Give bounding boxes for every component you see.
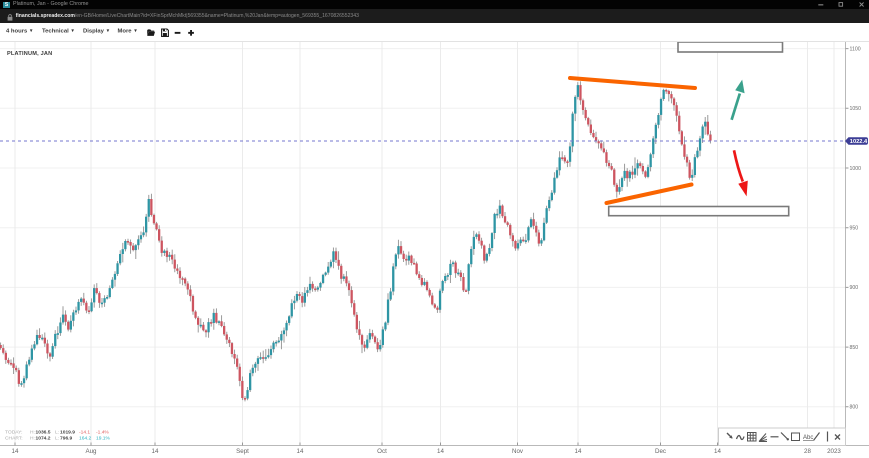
svg-text:14: 14 <box>297 448 304 455</box>
svg-text:800: 800 <box>850 405 859 411</box>
svg-text:Sept: Sept <box>236 448 249 455</box>
svg-text:1050: 1050 <box>850 106 862 112</box>
svg-text:L:: L: <box>55 436 59 442</box>
svg-text:1019.9: 1019.9 <box>60 430 75 436</box>
svg-text:1036.5: 1036.5 <box>36 430 51 436</box>
svg-text:1100: 1100 <box>850 46 861 52</box>
svg-text:Nov: Nov <box>512 448 524 455</box>
svg-text:Dec: Dec <box>655 448 666 455</box>
svg-text:Oct: Oct <box>377 448 387 455</box>
svg-text:-1.4%: -1.4% <box>96 430 109 436</box>
svg-text:1074.2: 1074.2 <box>36 436 51 442</box>
svg-text:1022.4: 1022.4 <box>850 139 868 145</box>
svg-text:Abc: Abc <box>803 435 813 441</box>
svg-text:14: 14 <box>575 448 582 455</box>
svg-text:H:: H: <box>30 436 35 442</box>
svg-text:TODAY:: TODAY: <box>5 430 22 436</box>
svg-text:19.1%: 19.1% <box>96 436 111 442</box>
svg-text:H:: H: <box>30 430 35 436</box>
svg-text:Aug: Aug <box>85 448 97 455</box>
svg-text:796.9: 796.9 <box>60 436 73 442</box>
svg-text:2023: 2023 <box>827 448 841 455</box>
svg-text:950: 950 <box>850 226 859 232</box>
svg-text:14: 14 <box>12 448 19 455</box>
svg-text:14: 14 <box>714 448 721 455</box>
svg-text:28: 28 <box>804 448 811 455</box>
svg-text:PLATINUM, JAN: PLATINUM, JAN <box>7 51 52 57</box>
svg-text:L:: L: <box>55 430 59 436</box>
svg-text:CHART:: CHART: <box>5 436 23 442</box>
svg-text:14: 14 <box>437 448 444 455</box>
svg-text:-14.1: -14.1 <box>79 430 90 436</box>
svg-text:900: 900 <box>850 285 859 291</box>
svg-text:164.2: 164.2 <box>79 436 92 442</box>
svg-text:850: 850 <box>850 345 859 351</box>
svg-text:14: 14 <box>152 448 159 455</box>
svg-text:1000: 1000 <box>850 166 862 172</box>
